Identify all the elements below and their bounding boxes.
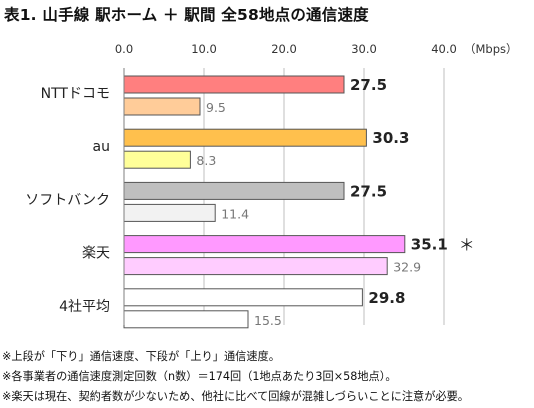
download-value-label: 27.5 (350, 182, 387, 200)
upload-value-label: 8.3 (196, 153, 216, 168)
download-bar (123, 288, 363, 307)
bars (123, 75, 406, 329)
footnote: ※各事業者の通信速度測定回数（n数）＝174回（1地点あたり3回×58地点）。 (2, 370, 397, 383)
bar-chart: 0.0 10.0 20.0 30.0 40.0 （Mbps） NTTドコモ 27.5 9.5 au… (25, 42, 518, 329)
upload-value-label: 32.9 (393, 260, 421, 275)
upload-bar (123, 203, 216, 222)
labels: 0.0 10.0 20.0 30.0 40.0 （Mbps） NTTドコモ 27.5 9.5 au… (25, 42, 517, 328)
download-value-label: 29.8 (368, 289, 405, 307)
download-value-label: 27.5 (350, 76, 387, 94)
chart-title: 表1. 山手線 駅ホーム ＋ 駅間 全58地点の通信速度 (4, 6, 369, 24)
download-bar (123, 181, 345, 200)
x-tick-label: 30.0 (351, 42, 377, 56)
upload-bar (123, 97, 201, 116)
upload-value-label: 15.5 (254, 313, 282, 328)
download-value-label: 30.3 (372, 129, 409, 147)
upload-bar (123, 310, 249, 329)
footnote: ※楽天は現在、契約者数が少ないため、他社に比べて回線が混雑しづらいことに注意が必… (2, 390, 469, 403)
download-bar (123, 128, 367, 147)
x-tick-label: 20.0 (271, 42, 297, 56)
footnotes: ※上段が「下り」通信速度、下段が「上り」通信速度。 ※各事業者の通信速度測定回数… (2, 347, 469, 407)
category-label: NTTドコモ (41, 86, 110, 102)
x-tick-label: 40.0 (431, 42, 457, 56)
upload-value-label: 9.5 (206, 100, 226, 115)
annotation-asterisk: ＊ (459, 236, 475, 255)
footnote: ※上段が「下り」通信速度、下段が「上り」通信速度。 (2, 350, 280, 363)
x-tick-label: 0.0 (115, 42, 133, 56)
download-bar (123, 235, 406, 254)
upload-bar (123, 257, 388, 276)
download-bar (123, 75, 345, 94)
category-label: ソフトバンク (25, 192, 110, 208)
category-label: au (93, 139, 110, 155)
category-label: 楽天 (82, 246, 110, 262)
category-label: 4社平均 (59, 299, 110, 315)
upload-value-label: 11.4 (221, 206, 249, 221)
download-value-label: 35.1 (411, 236, 448, 254)
upload-bar (123, 150, 191, 169)
x-axis-unit-label: （Mbps） (464, 42, 518, 56)
x-tick-label: 10.0 (191, 42, 217, 56)
